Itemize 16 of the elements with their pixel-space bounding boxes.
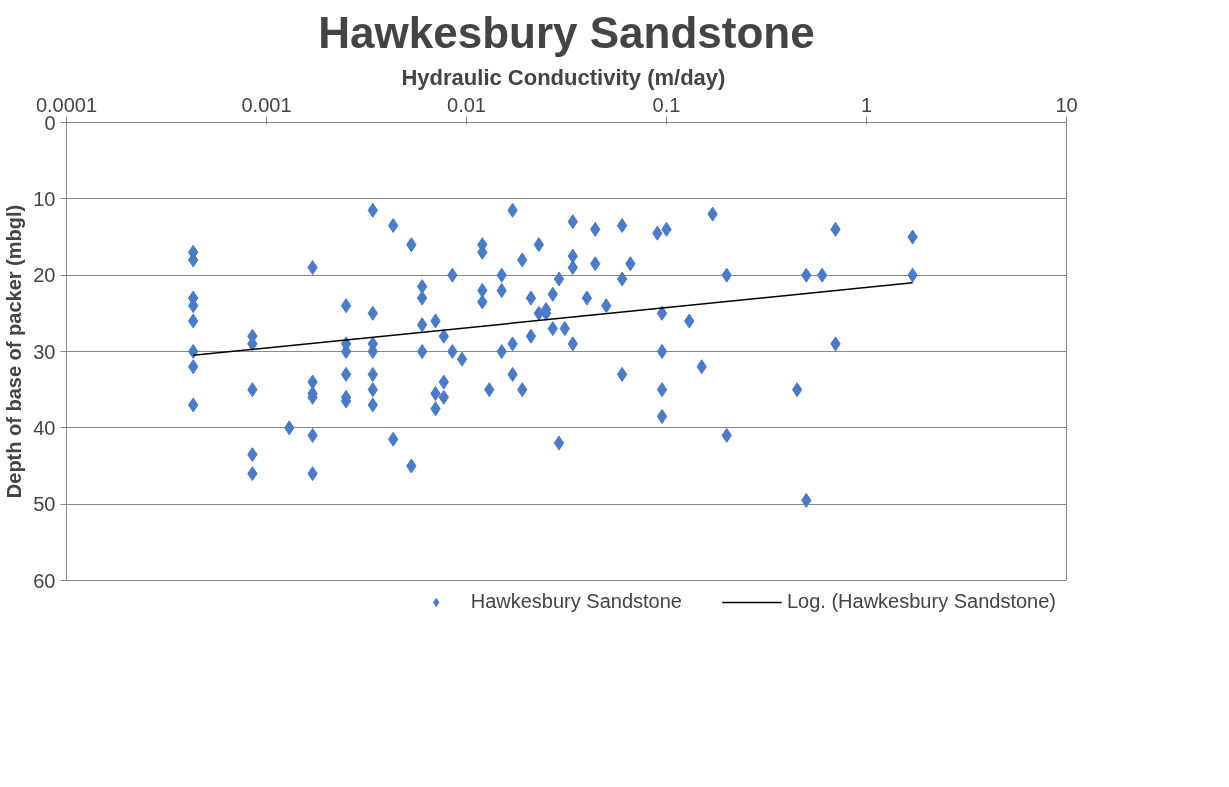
y-axis-title: Depth of base of packer (mbgl)	[3, 204, 26, 499]
x-tick-label: 0.01	[447, 93, 486, 116]
y-tick-label: 10	[33, 187, 56, 210]
x-axis-title: Hydraulic Conductivity (m/day)	[401, 64, 726, 90]
x-tick-label: 0.1	[652, 93, 681, 116]
y-tick-label: 50	[33, 493, 56, 516]
x-tick-label: 0.001	[241, 93, 292, 116]
x-tick-label: 1	[860, 93, 873, 116]
legend-label: Hawkesbury Sandstone	[470, 590, 682, 613]
y-tick-label: 20	[33, 264, 56, 287]
x-tick-label: 10	[1055, 93, 1078, 116]
chart-title: Hawkesbury Sandstone	[318, 7, 815, 57]
y-tick-label: 40	[33, 416, 56, 439]
y-tick-label: 30	[33, 340, 56, 363]
y-tick-label: 60	[33, 569, 56, 592]
legend-label: Log. (Hawkesbury Sandstone)	[786, 590, 1056, 613]
